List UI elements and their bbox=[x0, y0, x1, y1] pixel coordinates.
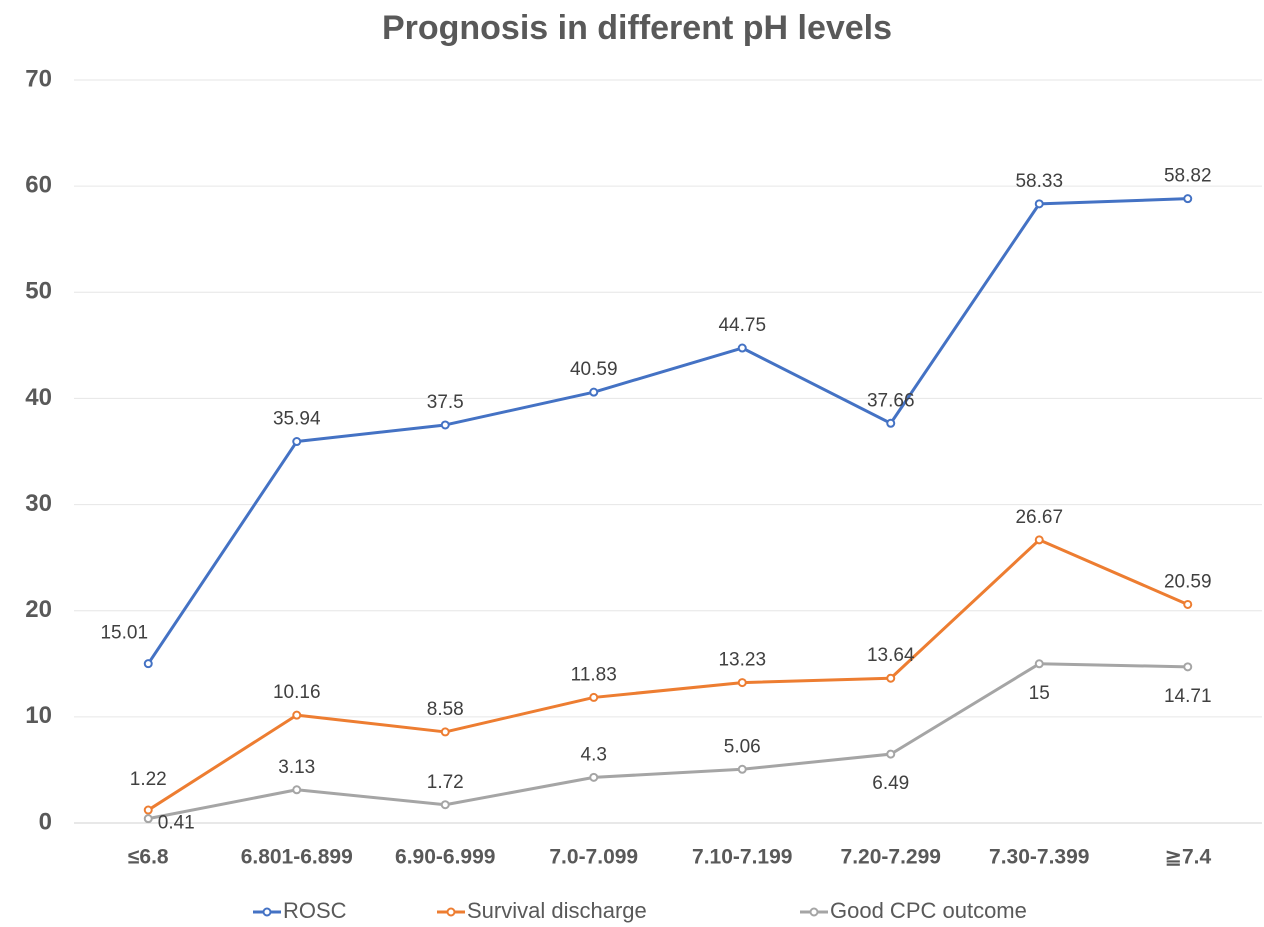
y-tick-label: 20 bbox=[25, 596, 52, 623]
data-label: 37.66 bbox=[867, 390, 915, 411]
data-point bbox=[589, 692, 599, 702]
x-tick-label: 6.90-6.999 bbox=[395, 846, 495, 869]
data-label: 35.94 bbox=[273, 409, 321, 430]
data-point bbox=[1183, 599, 1193, 609]
data-point bbox=[440, 800, 450, 810]
x-tick-label: ≧7.4 bbox=[1164, 846, 1211, 869]
data-point bbox=[1034, 199, 1044, 209]
data-point bbox=[143, 805, 153, 815]
data-label: 10.16 bbox=[273, 682, 321, 703]
data-label: 15.01 bbox=[100, 623, 148, 644]
legend-label: Good CPC outcome bbox=[830, 898, 1027, 923]
x-tick-label: 7.0-7.099 bbox=[549, 846, 638, 869]
y-tick-label: 0 bbox=[39, 808, 52, 835]
legend-label: ROSC bbox=[283, 898, 347, 923]
data-point bbox=[440, 727, 450, 737]
legend-marker bbox=[809, 907, 819, 917]
data-point bbox=[737, 764, 747, 774]
data-label: 44.75 bbox=[718, 315, 766, 336]
series-line bbox=[147, 538, 1189, 812]
x-tick-label: 6.801-6.899 bbox=[241, 846, 353, 869]
data-point bbox=[1034, 659, 1044, 669]
data-label: 0.41 bbox=[158, 813, 195, 834]
data-label: 13.64 bbox=[867, 645, 915, 666]
data-point bbox=[886, 673, 896, 683]
data-point bbox=[143, 659, 153, 669]
data-label: 37.5 bbox=[427, 392, 464, 413]
data-point bbox=[292, 785, 302, 795]
data-point bbox=[886, 749, 896, 759]
data-label: 58.33 bbox=[1015, 171, 1063, 192]
series-line bbox=[147, 662, 1188, 821]
x-tick-label: 7.20-7.299 bbox=[841, 846, 941, 869]
y-tick-label: 70 bbox=[25, 65, 52, 92]
data-label: 3.13 bbox=[278, 757, 315, 778]
data-label: 6.49 bbox=[872, 773, 909, 794]
data-point bbox=[737, 678, 747, 688]
data-label: 14.71 bbox=[1164, 686, 1212, 707]
y-tick-label: 10 bbox=[25, 702, 52, 729]
y-tick-label: 40 bbox=[25, 384, 52, 411]
data-point bbox=[1034, 535, 1044, 545]
y-tick-label: 60 bbox=[25, 171, 52, 198]
data-point bbox=[589, 387, 599, 397]
legend-label: Survival discharge bbox=[467, 898, 647, 923]
data-label: 20.59 bbox=[1164, 571, 1212, 592]
x-tick-label: 7.30-7.399 bbox=[989, 846, 1089, 869]
data-point bbox=[292, 710, 302, 720]
series-line bbox=[147, 197, 1188, 665]
data-label: 15 bbox=[1029, 683, 1050, 704]
x-tick-label: ≤6.8 bbox=[128, 846, 169, 869]
data-label: 11.83 bbox=[571, 664, 617, 685]
data-label: 58.82 bbox=[1164, 166, 1212, 187]
data-label: 26.67 bbox=[1015, 507, 1063, 528]
legend-marker bbox=[262, 907, 272, 917]
data-point bbox=[589, 772, 599, 782]
data-point bbox=[143, 814, 153, 824]
data-label: 4.3 bbox=[581, 744, 607, 765]
data-label: 40.59 bbox=[570, 359, 618, 380]
data-label: 5.06 bbox=[724, 736, 761, 757]
data-label: 1.22 bbox=[130, 769, 167, 790]
y-tick-label: 30 bbox=[25, 490, 52, 517]
data-point bbox=[440, 420, 450, 430]
data-point bbox=[737, 343, 747, 353]
data-label: 8.58 bbox=[427, 699, 464, 720]
data-point bbox=[1183, 194, 1193, 204]
legend-marker bbox=[446, 907, 456, 917]
y-tick-label: 50 bbox=[25, 278, 52, 305]
data-point bbox=[886, 418, 896, 428]
data-label: 1.72 bbox=[427, 772, 464, 793]
data-label: 13.23 bbox=[718, 650, 766, 671]
chart-title: Prognosis in different pH levels bbox=[382, 9, 892, 47]
x-tick-label: 7.10-7.199 bbox=[692, 846, 792, 869]
data-point bbox=[292, 437, 302, 447]
data-point bbox=[1183, 662, 1193, 672]
